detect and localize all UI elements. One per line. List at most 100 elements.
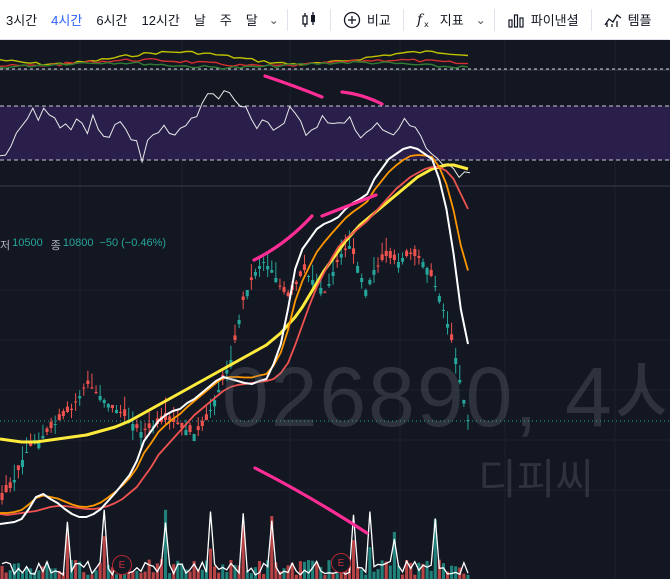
candle-body (12, 480, 16, 483)
volume-bar (176, 560, 180, 579)
interval-4h[interactable]: 4시간 (51, 13, 83, 28)
earnings-badge[interactable]: E (112, 555, 132, 575)
candle-body (331, 272, 335, 277)
volume-bar (445, 571, 450, 579)
templates-button[interactable]: 템플 (596, 0, 660, 40)
candle-body (110, 404, 114, 408)
earnings-badge[interactable]: E (331, 553, 351, 573)
indicators-label: 지표 (439, 13, 464, 28)
candle-body (433, 286, 437, 288)
volume-bar (351, 540, 356, 579)
candle-body (180, 422, 184, 428)
candle-body (384, 250, 388, 256)
legend-close-value: 10800 (62, 237, 94, 249)
volume-bar (45, 562, 49, 579)
candle-body (351, 248, 356, 254)
candle-body (208, 410, 213, 411)
candle-body (458, 380, 462, 383)
candle-body (237, 320, 241, 325)
candle-body (8, 482, 12, 488)
volume-bar (433, 519, 437, 579)
candle-body (29, 443, 33, 446)
candle-body (339, 254, 343, 258)
volume-bar (356, 566, 360, 579)
volume-bar (196, 569, 200, 579)
volume-bar (8, 570, 12, 579)
chart-type-button[interactable] (292, 0, 326, 40)
moving-averages (0, 146, 469, 525)
volume-bar (98, 562, 102, 579)
interval-month[interactable]: 달 (245, 13, 258, 28)
interval-day[interactable]: 날 (193, 13, 206, 28)
volume-bar (0, 565, 4, 579)
volume-bar (102, 536, 106, 579)
volume-bar (270, 516, 274, 579)
volume-bar (368, 547, 372, 579)
candle-body (135, 424, 139, 428)
volume-bar (53, 568, 57, 579)
candle-body (364, 290, 368, 296)
volume-bar (86, 574, 90, 579)
candle-body (405, 250, 409, 256)
volume-bar (245, 570, 249, 579)
oscillator-pane (0, 50, 670, 71)
interval-6h[interactable]: 6시간 (96, 13, 128, 28)
interval-12h[interactable]: 12시간 (141, 13, 180, 28)
candle-body (417, 255, 421, 258)
candle-body (343, 248, 347, 250)
volume-bar (20, 572, 25, 579)
volume-pane (0, 509, 470, 579)
price-chart-svg (0, 40, 670, 579)
candle-body (188, 425, 192, 432)
compare-label: 비교 (366, 13, 391, 28)
candle-body (90, 387, 94, 389)
legend-change: −50 (−0.46%) (99, 237, 167, 249)
ohlc-legend: 저 10500 종 10800 −50 (−0.46%) (0, 237, 166, 253)
compare-button[interactable]: 비교 (335, 0, 399, 40)
volume-bar (78, 561, 82, 579)
candle-body (217, 390, 221, 393)
candle-body (123, 409, 127, 416)
candle-body (139, 432, 143, 438)
candle-body (184, 430, 188, 436)
volume-bar (217, 572, 221, 579)
candle-body (4, 485, 8, 492)
volume-bar (372, 571, 376, 579)
volume-bar (114, 574, 119, 579)
volume-bar (376, 569, 380, 579)
volume-bar (229, 559, 233, 579)
candle-body (196, 426, 200, 430)
candle-body (16, 465, 20, 470)
volume-bar (262, 573, 266, 579)
volume-bar (429, 570, 433, 579)
bar-chart-icon (507, 11, 525, 29)
indicators-dropdown-chevron-icon[interactable]: ⌄ (475, 12, 486, 27)
volume-bar (188, 571, 192, 579)
financials-button[interactable]: 파이낸셜 (499, 0, 587, 40)
chart-canvas[interactable]: 저 10500 종 10800 −50 (−0.46%) 026890, 4시 … (0, 40, 670, 579)
candle-body (298, 271, 302, 276)
candle-body (61, 411, 65, 416)
candle-body (213, 400, 217, 407)
toolbar-divider (329, 8, 331, 31)
volume-bar (168, 573, 172, 579)
interval-3h[interactable]: 3시간 (6, 13, 38, 28)
volume-bar (184, 569, 188, 579)
candle-body (466, 420, 470, 422)
legend-low-value: 10500 (12, 237, 43, 249)
candle-body (368, 280, 372, 285)
candle-body (327, 284, 331, 286)
volume-bar (396, 565, 401, 579)
volume-bar (57, 570, 61, 579)
volume-bar (425, 560, 429, 579)
volume-bar (307, 560, 311, 579)
volume-bar (413, 574, 417, 579)
interval-week[interactable]: 주 (219, 13, 232, 28)
interval-dropdown-chevron-icon[interactable]: ⌄ (268, 12, 279, 27)
candle-body (57, 414, 61, 420)
candle-body (335, 259, 339, 262)
volume-bar (143, 571, 147, 579)
candle-body (204, 414, 208, 420)
volume-bar (135, 570, 139, 579)
